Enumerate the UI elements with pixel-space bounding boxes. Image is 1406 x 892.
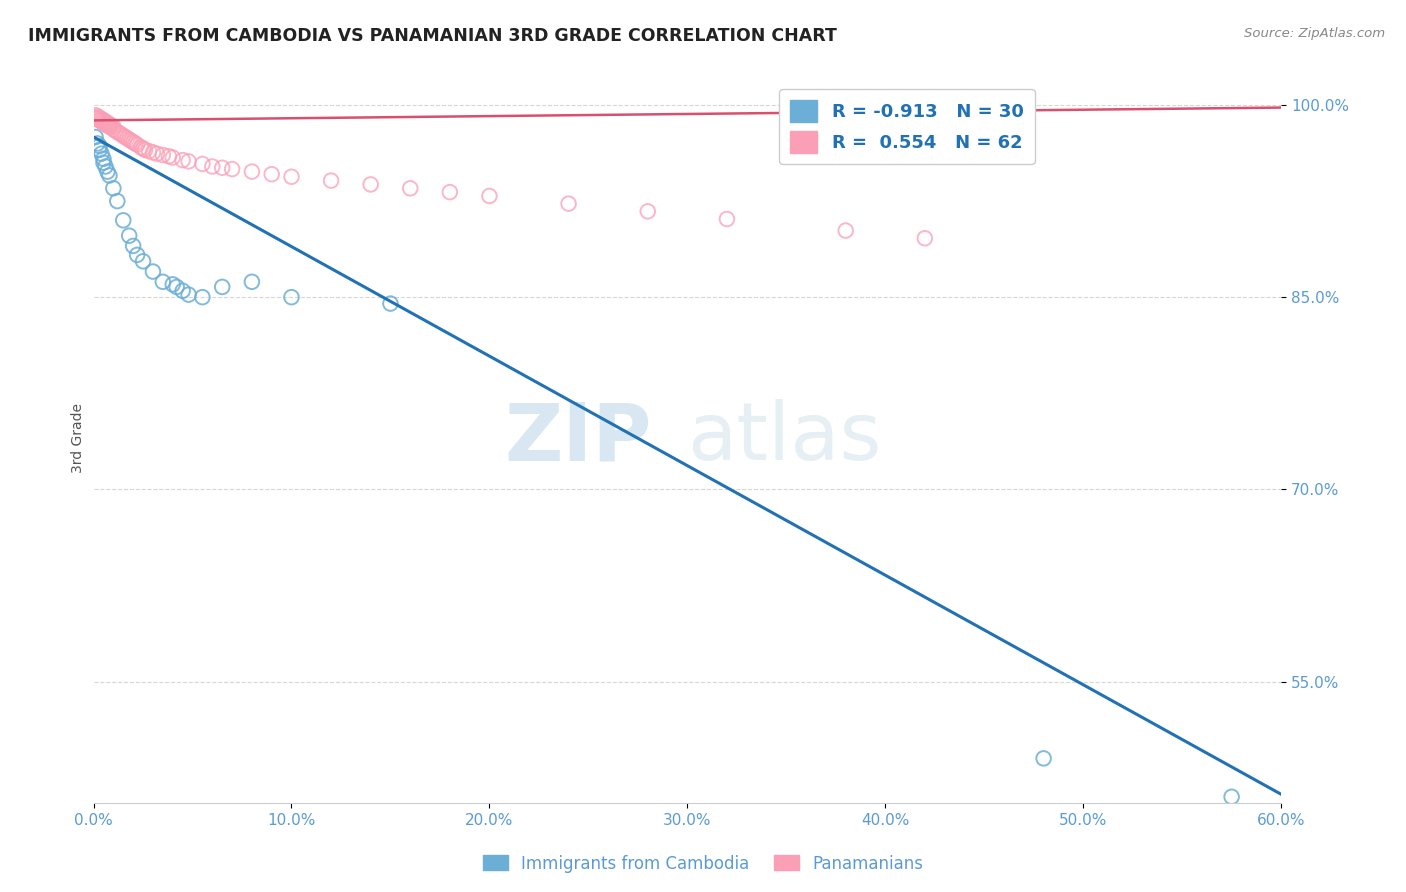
Point [93,155,115,169]
Point [122,239,145,253]
Point [132,142,155,156]
Point [96,119,118,133]
Point [86,112,108,127]
Point [90,114,112,128]
Text: atlas: atlas [688,399,882,477]
Point [89,143,111,157]
Point [94,114,117,128]
Point [98,117,121,131]
Point [100,119,122,133]
Point [89,139,111,153]
Point [132,254,155,268]
Point [134,143,156,157]
Point [94,117,117,131]
Point [114,130,136,145]
Point [86,136,108,151]
Point [103,120,125,134]
Point [1032,751,1054,765]
Text: IMMIGRANTS FROM CAMBODIA VS PANAMANIAN 3RD GRADE CORRELATION CHART: IMMIGRANTS FROM CAMBODIA VS PANAMANIAN 3… [28,27,837,45]
Point [172,153,194,167]
Point [157,149,180,163]
Point [211,280,233,294]
Point [211,161,233,175]
Point [127,248,149,262]
Point [280,290,302,304]
Point [118,133,141,147]
Point [96,164,118,178]
Point [177,154,200,169]
Point [96,116,118,130]
Point [146,146,169,161]
Point [142,264,165,278]
Point [84,130,107,145]
Point [105,125,128,139]
Point [84,111,107,125]
Point [84,108,107,122]
Point [221,162,243,177]
Point [716,212,738,227]
Point [89,111,111,125]
Point [98,120,121,134]
Point [637,204,659,219]
Point [260,167,283,181]
Point [280,169,302,184]
Point [112,213,135,227]
Point [110,128,132,142]
Point [108,126,131,140]
Point [103,181,125,195]
Point [142,145,165,160]
Y-axis label: 3rd Grade: 3rd Grade [72,403,86,473]
Legend: Immigrants from Cambodia, Panamanians: Immigrants from Cambodia, Panamanians [475,848,931,880]
Text: Source: ZipAtlas.com: Source: ZipAtlas.com [1244,27,1385,40]
Point [478,189,501,203]
Point [98,169,121,183]
Point [152,148,174,162]
Point [86,110,108,124]
Point [93,113,115,128]
Point [104,123,127,137]
Point [105,194,128,208]
Point [399,181,422,195]
Point [319,173,342,187]
Point [201,160,224,174]
Point [118,228,141,243]
Point [172,284,194,298]
Point [162,151,184,165]
Point [94,160,117,174]
Point [115,131,138,145]
Point [93,152,115,166]
Point [124,136,146,151]
Point [152,275,174,289]
Point [166,280,188,294]
Point [191,290,214,304]
Point [89,113,111,128]
Point [162,277,184,292]
Point [360,178,382,192]
Point [112,128,135,143]
Point [122,135,145,149]
Point [834,223,856,237]
Point [380,296,402,310]
Text: ZIP: ZIP [505,399,652,477]
Point [93,116,115,130]
Point [127,137,149,152]
Point [177,287,200,301]
Point [191,157,214,171]
Point [914,231,936,245]
Point [557,196,579,211]
Point [439,185,461,199]
Point [120,134,142,148]
Point [90,146,112,161]
Point [240,164,263,178]
Legend: R = -0.913   N = 30, R =  0.554   N = 62: R = -0.913 N = 30, R = 0.554 N = 62 [779,89,1035,164]
Point [129,140,152,154]
Point [138,144,160,158]
Point [240,275,263,289]
Point [1220,789,1243,804]
Point [103,122,125,136]
Point [90,112,112,127]
